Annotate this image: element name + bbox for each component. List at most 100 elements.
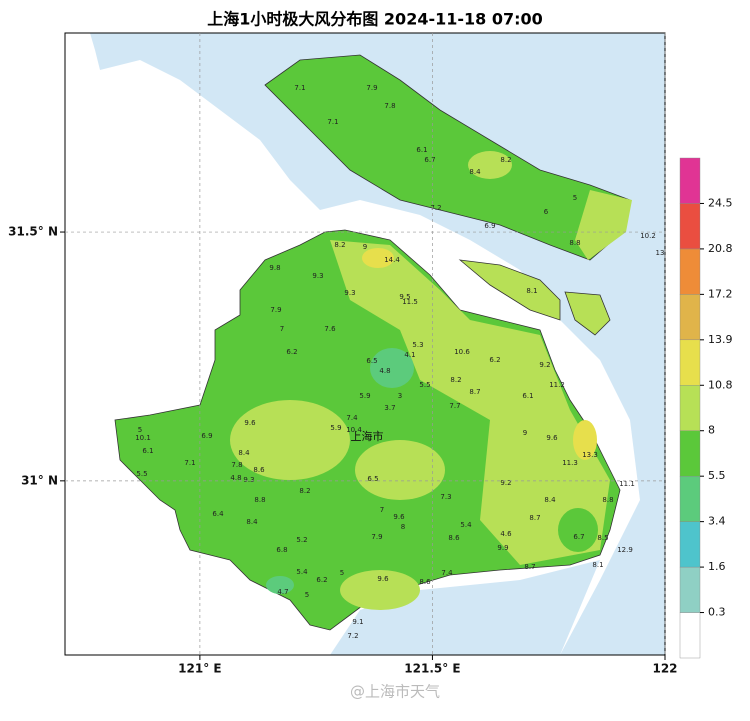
station-value: 4.1 [404, 351, 415, 359]
station-value: 14.4 [384, 256, 400, 264]
colorbar-label: 1.6 [708, 560, 726, 573]
station-value: 10.4 [346, 426, 362, 434]
station-value: 7.4 [441, 569, 453, 577]
station-value: 5.9 [330, 424, 341, 432]
station-value: 8.7 [529, 514, 540, 522]
station-value: 7.4 [346, 414, 358, 422]
station-value: 8.7 [524, 563, 535, 571]
station-value: 6.2 [286, 348, 297, 356]
station-value: 11.3 [562, 459, 578, 467]
colorbar-label: 10.8 [708, 378, 733, 391]
station-value: 8.6 [419, 578, 431, 586]
station-value: 7.1 [184, 459, 195, 467]
plot-frame [64, 32, 666, 656]
city-label: 上海市 [351, 429, 384, 443]
station-value: 6.5 [366, 357, 377, 365]
station-value: 5 [138, 426, 142, 434]
station-value: 6.4 [212, 510, 224, 518]
colorbar-segment [679, 203, 701, 250]
station-value: 7.3 [440, 493, 451, 501]
station-value: 8.7 [469, 388, 480, 396]
station-value: 10.1 [135, 434, 151, 442]
station-value: 7 [280, 325, 284, 333]
station-value: 8.4 [238, 449, 250, 457]
map-title: 上海1小时极大风分布图 2024-11-18 07:00 [207, 10, 543, 29]
colorbar-segment [679, 339, 701, 386]
station-value: 8.4 [544, 496, 556, 504]
station-value: 5.4 [460, 521, 472, 529]
station-value: 3.7 [384, 404, 395, 412]
station-value: 7.6 [324, 325, 336, 333]
colorbar-label: 0.3 [708, 606, 726, 619]
station-value: 4.8 [379, 367, 390, 375]
station-value: 9.6 [393, 513, 405, 521]
colorbar-label: 17.2 [708, 287, 733, 300]
station-value: 5.5 [136, 470, 147, 478]
station-value: 8.2 [299, 487, 310, 495]
colorbar-segment [679, 157, 701, 204]
station-value: 6.1 [416, 146, 427, 154]
station-value: 5.5 [419, 381, 430, 389]
station-value: 4.6 [500, 530, 512, 538]
colorbar-segment [679, 248, 701, 295]
map-area: 7.1 7.9 7.1 7.8 6.1 6.7 8.2 8.4 7.2 6.9 6 5 8.8 10.2 1… [65, 33, 665, 655]
station-value: 9 [363, 243, 367, 251]
colorbar-segment [679, 385, 701, 431]
station-value: 7.7 [449, 402, 460, 410]
station-value: 7.8 [384, 102, 395, 110]
station-value: 6.1 [522, 392, 533, 400]
colorbar-segment [679, 612, 701, 659]
colorbar-segment [679, 566, 701, 613]
station-value: 9.1 [352, 618, 363, 626]
wind-zone [362, 248, 394, 268]
colorbar-segment [679, 475, 701, 522]
station-value: 6.8 [276, 546, 287, 554]
station-value: 8.4 [246, 518, 258, 526]
y-tick-label: 31° N [21, 473, 58, 487]
wind-zone [355, 440, 445, 500]
station-value: 6.9 [201, 432, 212, 440]
station-value: 7.1 [294, 84, 305, 92]
station-value: 6.1 [142, 447, 153, 455]
station-value: 11.5 [402, 298, 418, 306]
colorbar-label: 5.5 [708, 469, 726, 482]
station-value: 9.6 [546, 434, 558, 442]
station-value: 12.9 [617, 546, 633, 554]
station-value: 8.1 [526, 287, 537, 295]
x-tick-label: 121° E [178, 662, 221, 676]
station-value: 7.9 [366, 84, 377, 92]
station-value: 7.2 [430, 204, 441, 212]
colorbar-label: 3.4 [708, 515, 726, 528]
station-value: 5.3 [412, 341, 423, 349]
station-value: 8.4 [469, 168, 481, 176]
station-value: 10.2 [640, 232, 656, 240]
station-value: 9.6 [377, 575, 389, 583]
station-value: 6 [544, 208, 549, 216]
station-value: 9.2 [500, 479, 511, 487]
station-value: 8.6 [448, 534, 460, 542]
station-value: 8.8 [254, 496, 265, 504]
wind-zone [230, 400, 350, 480]
station-value: 6.2 [489, 356, 500, 364]
station-value: 5.9 [359, 392, 370, 400]
station-value: 13.3 [582, 451, 598, 459]
watermark: @上海市天气 [350, 683, 440, 701]
station-value: 9.9 [497, 544, 508, 552]
hengsha-island [564, 291, 611, 336]
station-value: 7.2 [347, 632, 358, 640]
station-value: 9.6 [244, 419, 256, 427]
station-value: 8.5 [597, 534, 608, 542]
station-value: 5 [573, 194, 577, 202]
station-value: 9.8 [269, 264, 280, 272]
y-tick-label: 31.5° N [8, 225, 58, 239]
station-value: 7.9 [270, 306, 281, 314]
station-value: 8 [401, 523, 405, 531]
wind-zone [575, 190, 632, 260]
station-value: 7.9 [371, 533, 382, 541]
station-value: 7.1 [327, 118, 338, 126]
station-value: 8.8 [602, 496, 613, 504]
station-value: 4.7 [277, 588, 288, 596]
station-value: 6.7 [573, 533, 584, 541]
wind-zone [370, 348, 414, 388]
